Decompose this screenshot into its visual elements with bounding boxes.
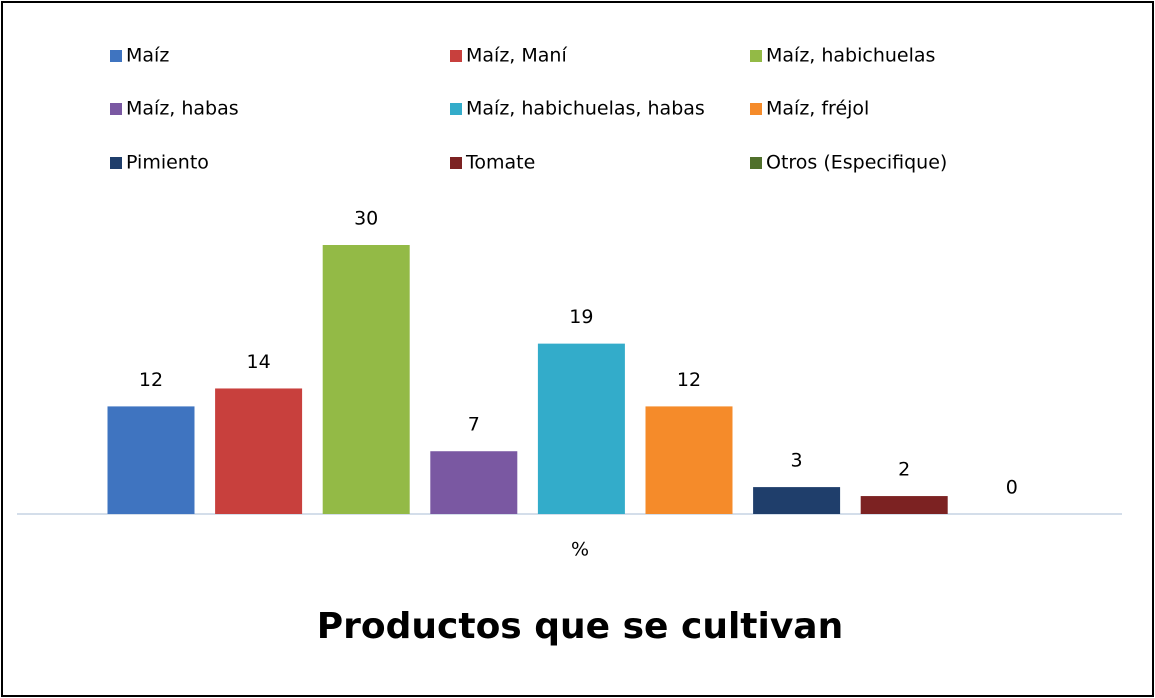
data-label: 12 [139, 369, 163, 391]
data-label: 19 [569, 306, 593, 328]
bar [537, 343, 625, 514]
legend-label: Pimiento [126, 152, 209, 174]
legend-swatch [750, 103, 762, 115]
legend-label: Tomate [465, 152, 535, 174]
legend-swatch [450, 103, 462, 115]
legend-label: Maíz, Maní [466, 45, 567, 67]
legend-label: Maíz, fréjol [766, 98, 869, 120]
chart-title: Productos que se cultivan [317, 606, 843, 647]
legend-swatch [110, 50, 122, 62]
legend-swatch [110, 103, 122, 115]
data-label: 14 [247, 351, 271, 373]
legend-swatch [110, 157, 122, 169]
data-label: 3 [791, 450, 803, 472]
x-tick-label: % [571, 539, 589, 561]
data-label: 30 [354, 208, 378, 230]
bar [860, 496, 948, 514]
bar [430, 451, 518, 514]
legend-label: Maíz, habas [126, 98, 239, 120]
legend-label: Maíz, habichuelas [766, 45, 935, 67]
legend-swatch [450, 157, 462, 169]
legend-swatch [450, 50, 462, 62]
legend-label: Maíz, habichuelas, habas [466, 98, 705, 120]
data-label: 2 [898, 459, 910, 481]
bar [107, 406, 195, 514]
bar [645, 406, 733, 514]
legend-swatch [750, 157, 762, 169]
bar [753, 487, 841, 514]
bar [322, 245, 410, 514]
data-label: 0 [1006, 477, 1018, 499]
bar [215, 388, 303, 514]
data-label: 12 [677, 369, 701, 391]
legend-swatch [750, 50, 762, 62]
legend-label: Maíz [126, 45, 169, 67]
data-label: 7 [468, 414, 480, 436]
legend-label: Otros (Especifique) [766, 152, 947, 174]
